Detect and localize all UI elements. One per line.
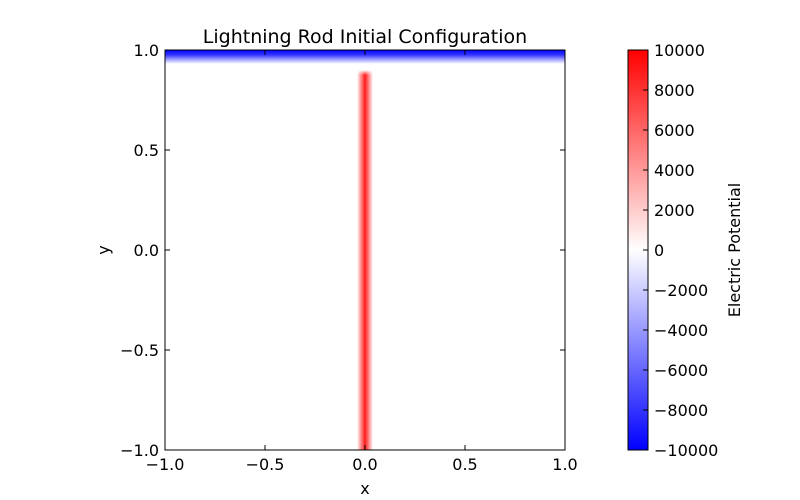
colorbar-tick-label: 10000 — [654, 41, 705, 60]
colorbar: 10000 8000 6000 4000 2000 0 −2000 −4000 −6000 −80… — [627, 41, 744, 460]
x-tick-label: −0.5 — [246, 455, 285, 474]
x-tick-label: −1.0 — [146, 455, 185, 474]
y-axis-label: y — [94, 245, 113, 254]
colorbar-tick-label: 8000 — [654, 81, 695, 100]
x-tick-label: 1.0 — [552, 455, 577, 474]
rod-tip-fade — [357, 70, 373, 75]
colorbar-tick-label: 6000 — [654, 121, 695, 140]
colorbar-tick-label: 0 — [654, 241, 664, 260]
x-axis-label: x — [360, 479, 369, 498]
x-ticks-layer: −1.0 −0.5 0.0 0.5 1.0 — [146, 50, 578, 474]
x-tick-label: 0.0 — [352, 455, 377, 474]
colorbar-ticks-layer: 10000 8000 6000 4000 2000 0 −2000 −4000 −6000 −80… — [643, 41, 718, 460]
chart-title: Lightning Rod Initial Configuration — [203, 26, 527, 48]
plot-area: −1.0 −0.5 0.0 0.5 1.0 −1.0 −0.5 0.0 0.5 1.0 — [120, 41, 578, 474]
colorbar-tick-label: 2000 — [654, 201, 695, 220]
colorbar-tick-label: 4000 — [654, 161, 695, 180]
colorbar-tick-label: −6000 — [654, 361, 708, 380]
y-tick-label: 0.0 — [134, 241, 159, 260]
y-tick-label: 0.5 — [134, 141, 159, 160]
colorbar-tick-label: −4000 — [654, 321, 708, 340]
colorbar-label: Electric Potential — [725, 183, 744, 317]
y-tick-label: 1.0 — [134, 41, 159, 60]
y-ticks-layer: −1.0 −0.5 0.0 0.5 1.0 — [120, 41, 565, 460]
colorbar-tick-label: −10000 — [654, 441, 718, 460]
y-tick-label: −1.0 — [120, 441, 159, 460]
colorbar-tick-label: −2000 — [654, 281, 708, 300]
x-tick-label: 0.5 — [452, 455, 477, 474]
colorbar-tick-label: −8000 — [654, 401, 708, 420]
rod-region — [357, 70, 373, 450]
y-tick-label: −0.5 — [120, 341, 159, 360]
